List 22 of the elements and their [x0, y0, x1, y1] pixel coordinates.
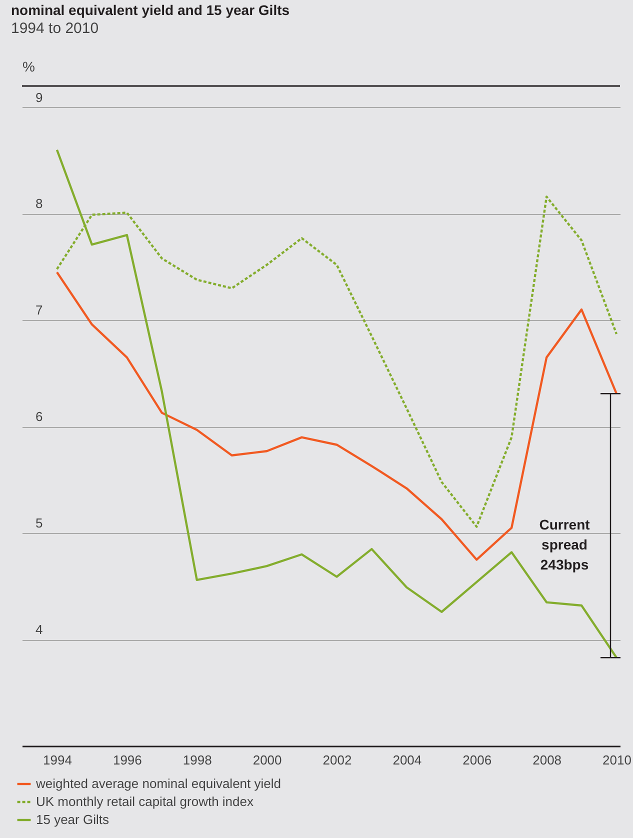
- chart-subtitle: 1994 to 2010: [11, 20, 99, 37]
- legend-label: weighted average nominal equivalent yield: [35, 776, 281, 791]
- x-tick-label: 2002: [322, 752, 352, 768]
- x-tick-label: 2010: [602, 752, 632, 768]
- y-tick-label: 4: [36, 622, 43, 638]
- x-tick-label: 1994: [43, 752, 72, 768]
- y-tick-label: 5: [36, 516, 43, 531]
- x-tick-label: 1998: [182, 752, 212, 768]
- legend-label: 15 year Gilts: [36, 812, 110, 827]
- annotation: Current spread 243bps: [539, 516, 590, 573]
- chart-title: nominal equivalent yield and 15 year Gilts: [11, 2, 290, 18]
- x-tick-label: 2000: [252, 752, 282, 768]
- x-tick-label: 2004: [392, 752, 422, 768]
- x-tick-label: 2006: [462, 752, 492, 768]
- x-tick-label: 1996: [112, 752, 142, 768]
- legend-label: UK monthly retail capital growth index: [36, 794, 254, 809]
- y-tick-label: 6: [36, 409, 43, 424]
- y-tick-label: 9: [36, 90, 43, 105]
- x-tick-label: 2008: [532, 752, 562, 768]
- y-axis-title: %: [22, 58, 35, 74]
- y-tick-label: 7: [36, 302, 43, 318]
- y-tick-label: 8: [36, 196, 43, 212]
